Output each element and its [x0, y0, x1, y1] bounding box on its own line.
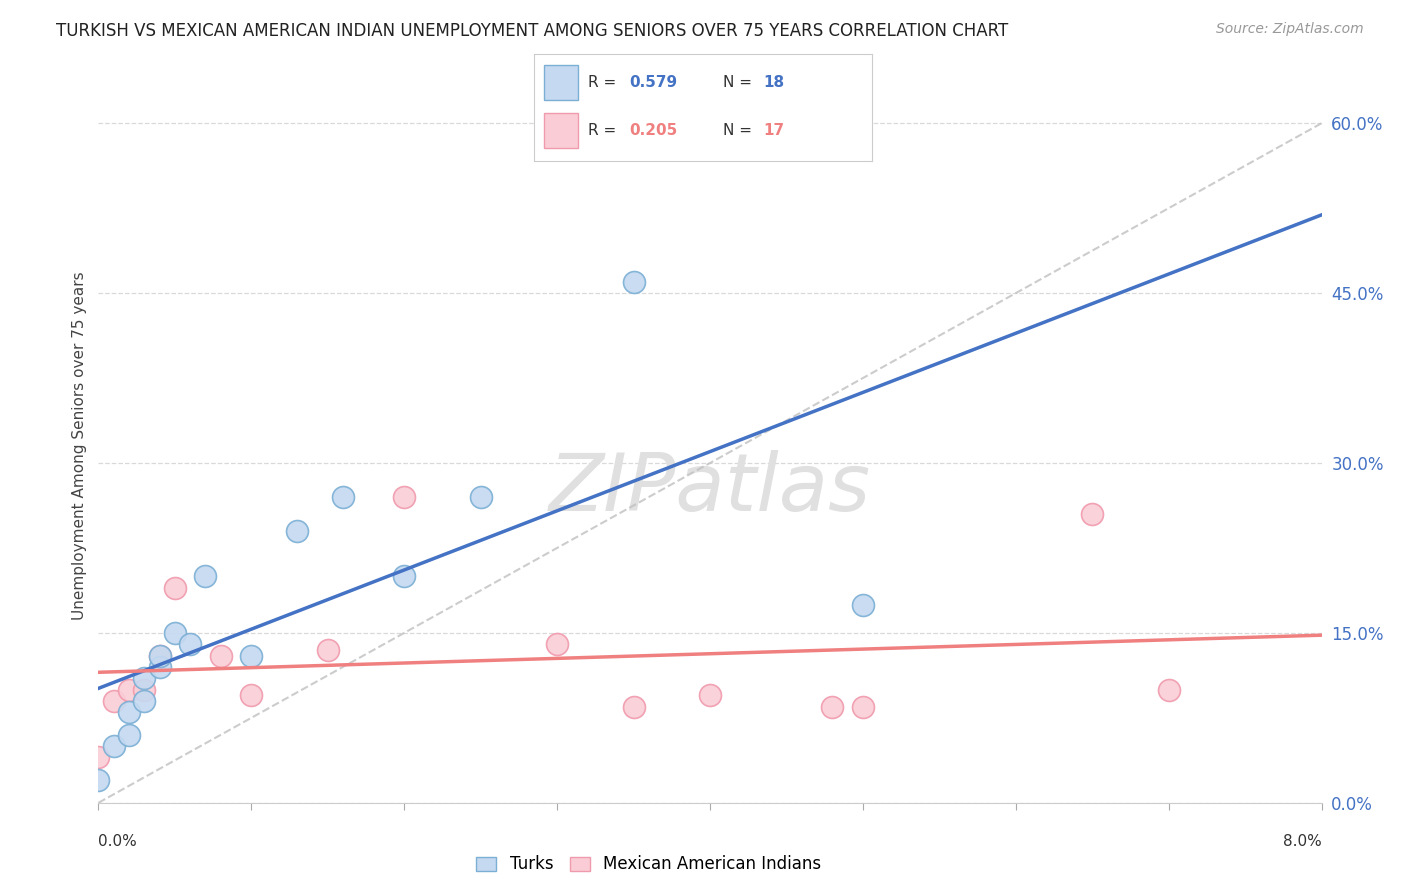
Text: 17: 17	[763, 123, 785, 138]
Point	[149, 648, 172, 663]
Point	[87, 750, 110, 764]
Text: N =: N =	[723, 123, 756, 138]
Text: 0.205: 0.205	[628, 123, 678, 138]
Text: Source: ZipAtlas.com: Source: ZipAtlas.com	[1216, 22, 1364, 37]
Point	[392, 569, 416, 583]
Point	[179, 637, 201, 651]
Point	[209, 648, 232, 663]
Point	[623, 699, 645, 714]
Point	[240, 688, 263, 702]
Text: 18: 18	[763, 75, 785, 90]
Point	[470, 490, 492, 504]
Text: ZIPatlas: ZIPatlas	[548, 450, 872, 528]
Point	[103, 694, 125, 708]
Point	[149, 660, 172, 674]
Point	[134, 671, 156, 685]
Point	[1157, 682, 1180, 697]
Text: R =: R =	[588, 123, 621, 138]
Text: R =: R =	[588, 75, 621, 90]
Point	[392, 490, 416, 504]
FancyBboxPatch shape	[544, 113, 578, 148]
Text: N =: N =	[723, 75, 756, 90]
Legend: Turks, Mexican American Indians: Turks, Mexican American Indians	[470, 849, 828, 880]
Point	[546, 637, 568, 651]
Point	[194, 569, 217, 583]
Text: 0.0%: 0.0%	[98, 834, 138, 849]
Point	[1081, 507, 1104, 521]
Text: 8.0%: 8.0%	[1282, 834, 1322, 849]
Point	[240, 648, 263, 663]
Y-axis label: Unemployment Among Seniors over 75 years: Unemployment Among Seniors over 75 years	[72, 272, 87, 620]
Point	[623, 275, 645, 289]
Text: TURKISH VS MEXICAN AMERICAN INDIAN UNEMPLOYMENT AMONG SENIORS OVER 75 YEARS CORR: TURKISH VS MEXICAN AMERICAN INDIAN UNEMP…	[56, 22, 1008, 40]
Point	[118, 682, 141, 697]
Point	[852, 598, 875, 612]
Point	[118, 705, 141, 719]
FancyBboxPatch shape	[544, 65, 578, 100]
Point	[149, 648, 172, 663]
Point	[134, 682, 156, 697]
Text: 0.579: 0.579	[628, 75, 676, 90]
Point	[87, 773, 110, 788]
Point	[821, 699, 844, 714]
Point	[699, 688, 721, 702]
Point	[316, 643, 339, 657]
Point	[852, 699, 875, 714]
Point	[103, 739, 125, 754]
Point	[285, 524, 308, 538]
Point	[134, 694, 156, 708]
Point	[163, 581, 186, 595]
Point	[163, 626, 186, 640]
Point	[118, 728, 141, 742]
Point	[332, 490, 354, 504]
